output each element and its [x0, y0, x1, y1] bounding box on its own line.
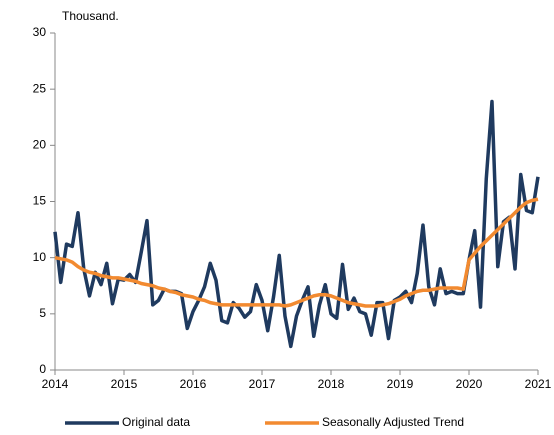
legend-label: Seasonally Adjusted Trend	[322, 415, 464, 429]
legend-label: Original data	[122, 415, 190, 429]
x-tick-label: 2018	[318, 377, 345, 391]
x-tick-label: 2019	[387, 377, 414, 391]
y-tick-label: 5	[39, 306, 46, 320]
x-tick-label: 2021	[525, 377, 552, 391]
series-line	[54, 197, 539, 308]
x-tick-label: 2017	[249, 377, 276, 391]
y-axis-label: Thousand.	[62, 9, 119, 23]
x-tick-label: 2020	[456, 377, 483, 391]
y-tick-label: 20	[33, 138, 47, 152]
y-tick-label: 0	[39, 362, 46, 376]
series-line	[53, 99, 540, 349]
x-tick-label: 2014	[42, 377, 69, 391]
x-tick-label: 2015	[111, 377, 138, 391]
y-tick-label: 10	[33, 250, 47, 264]
y-tick-label: 30	[33, 25, 47, 39]
y-tick-label: 25	[33, 81, 47, 95]
x-tick-label: 2016	[180, 377, 207, 391]
y-tick-label: 15	[33, 194, 47, 208]
